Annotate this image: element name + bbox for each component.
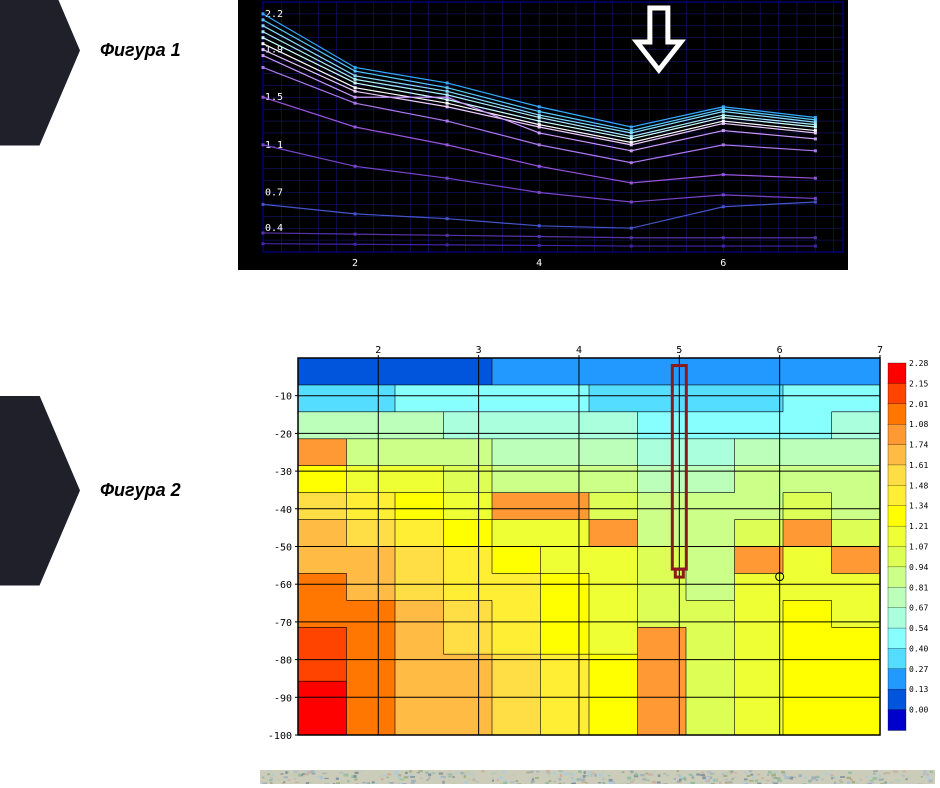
svg-text:-100: -100 [268, 731, 292, 740]
figure2-label: Фигура 2 [100, 480, 181, 501]
svg-text:0.81: 0.81 [909, 583, 928, 592]
hexagon-pointer [0, 0, 80, 146]
svg-text:1.08: 1.08 [909, 420, 928, 429]
svg-text:6: 6 [777, 345, 783, 356]
svg-text:-30: -30 [274, 467, 292, 478]
svg-text:1.74: 1.74 [909, 441, 928, 450]
svg-text:0.94: 0.94 [909, 563, 928, 572]
svg-text:1.34: 1.34 [909, 502, 928, 511]
svg-text:2.28: 2.28 [909, 359, 928, 368]
svg-text:1.61: 1.61 [909, 461, 928, 470]
svg-text:0.54: 0.54 [909, 624, 928, 633]
svg-text:-20: -20 [274, 429, 292, 440]
svg-text:4: 4 [536, 258, 542, 269]
svg-text:4: 4 [576, 345, 582, 356]
svg-text:2: 2 [352, 258, 358, 269]
svg-text:1.07: 1.07 [909, 543, 928, 552]
svg-text:0.7: 0.7 [265, 187, 283, 198]
svg-text:1.48: 1.48 [909, 481, 928, 490]
svg-text:0.40: 0.40 [909, 644, 928, 653]
svg-text:-60: -60 [274, 580, 292, 591]
svg-text:0.13: 0.13 [909, 685, 928, 694]
svg-text:1.5: 1.5 [265, 92, 283, 103]
svg-text:2.2: 2.2 [265, 9, 283, 20]
svg-text:2.15: 2.15 [909, 379, 928, 388]
noise-strip [260, 770, 935, 784]
svg-text:6: 6 [720, 258, 726, 269]
svg-text:-10: -10 [274, 392, 292, 403]
hexagon-pointer [0, 396, 80, 586]
figure1-label: Фигура 1 [100, 40, 181, 61]
figure2-chart: 2 3 4 5 6 7 -10 -20 -30 -40 -50 -60 -70 -80 -90 -100 2.… [260, 340, 940, 740]
svg-text:-50: -50 [274, 543, 292, 554]
svg-text:0.00: 0.00 [909, 706, 928, 715]
svg-text:7: 7 [877, 345, 883, 356]
svg-text:5: 5 [676, 345, 682, 356]
svg-text:0.67: 0.67 [909, 604, 928, 613]
svg-text:3: 3 [476, 345, 482, 356]
svg-text:-70: -70 [274, 618, 292, 629]
svg-text:1.21: 1.21 [909, 522, 928, 531]
svg-text:-80: -80 [274, 656, 292, 667]
svg-text:-40: -40 [274, 505, 292, 516]
svg-text:0.27: 0.27 [909, 665, 928, 674]
svg-text:2: 2 [375, 345, 381, 356]
svg-text:-90: -90 [274, 693, 292, 704]
svg-text:2.01: 2.01 [909, 400, 928, 409]
figure1-chart: 2460.40.71.11.51.92.2 [238, 0, 848, 270]
